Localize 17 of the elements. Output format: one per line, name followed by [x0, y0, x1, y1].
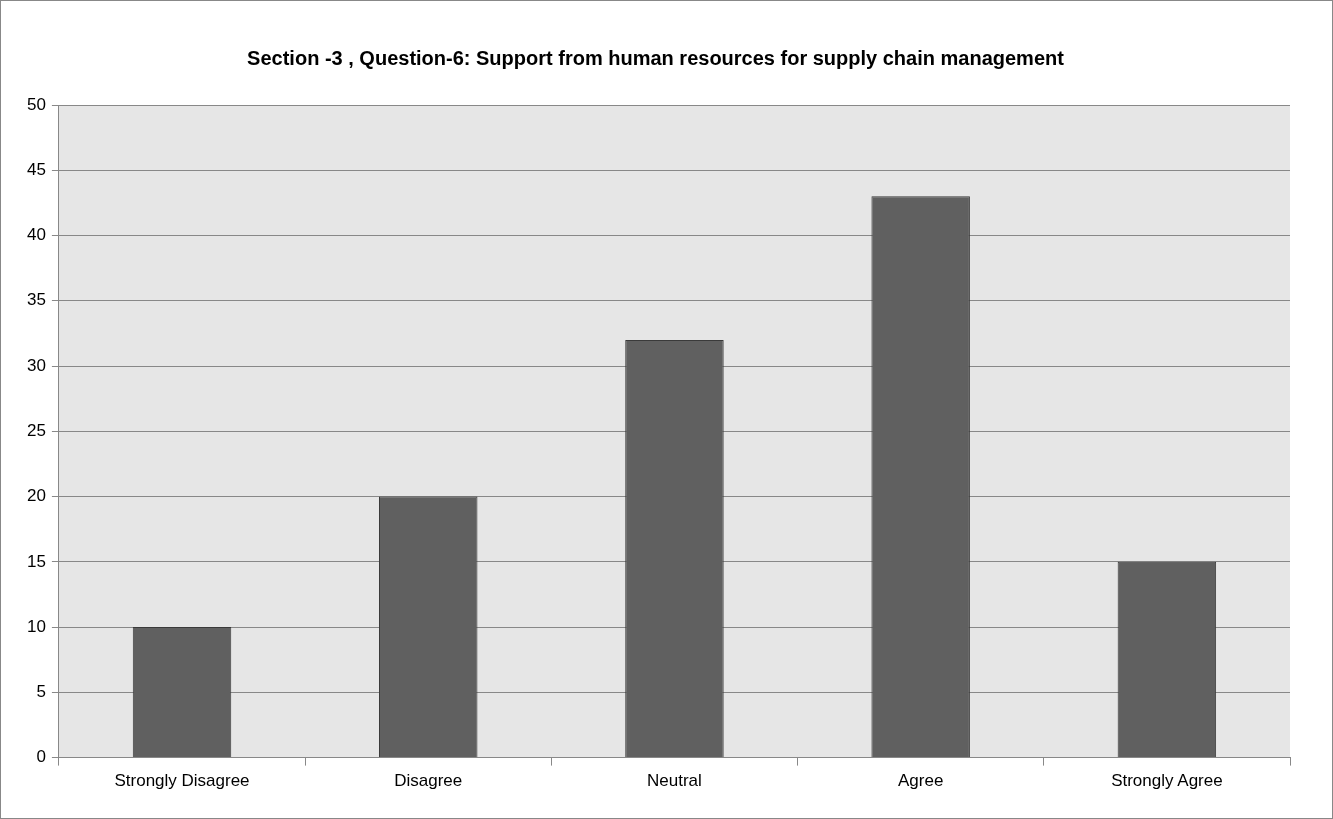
y-tick-label: 30 — [26, 355, 46, 375]
y-tick-label: 25 — [26, 420, 46, 440]
y-tick-label: 45 — [26, 159, 46, 179]
y-tick-label: 40 — [26, 225, 46, 245]
chart-title: Section -3 , Question-6: Support from human resources for supply chain management — [247, 46, 1065, 69]
y-tick-label: 50 — [26, 94, 46, 114]
x-tick-label: Strongly Agree — [1111, 771, 1223, 791]
y-tick-label: 10 — [26, 616, 46, 636]
y-tick-label: 15 — [26, 551, 46, 571]
y-tick-label: 5 — [36, 682, 46, 702]
x-tick-label: Disagree — [394, 771, 463, 791]
y-tick-label: 35 — [26, 290, 46, 310]
x-tick-label: Agree — [897, 771, 944, 791]
y-tick-label: 20 — [26, 486, 46, 506]
x-tick-label: Neutral — [647, 771, 702, 791]
x-tick-label: Strongly Disagree — [114, 771, 250, 791]
y-tick-label: 0 — [36, 747, 46, 767]
